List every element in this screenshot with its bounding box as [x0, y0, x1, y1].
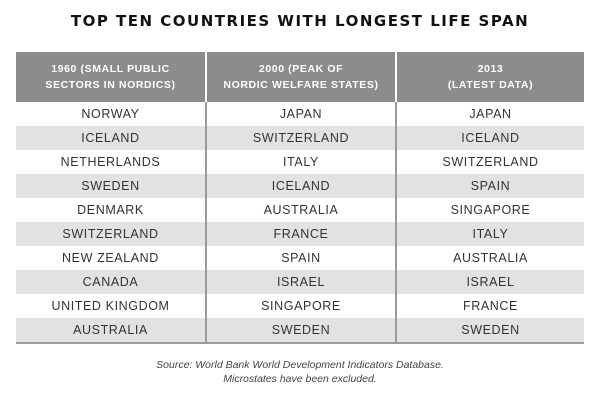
table-row: NETHERLANDS ITALY SWITZERLAND [16, 150, 584, 174]
table-cell: ICELAND [205, 174, 396, 198]
table-cell: ICELAND [16, 126, 206, 150]
column-header-2013-line2: (LATEST DATA) [447, 79, 534, 91]
column-header-2000-line1: 2000 (PEAK OF [258, 63, 344, 75]
table-cell: ITALY [205, 150, 396, 174]
table-row: AUSTRALIA SWEDEN SWEDEN [16, 318, 584, 344]
table-cell: AUSTRALIA [16, 318, 206, 344]
table-cell: CANADA [16, 270, 206, 294]
table-cell: AUSTRALIA [395, 246, 584, 270]
life-span-table: 1960 (SMALL PUBLIC SECTORS IN NORDICS) 2… [16, 52, 584, 344]
table-cell: ICELAND [395, 126, 584, 150]
table-row: UNITED KINGDOM SINGAPORE FRANCE [16, 294, 584, 318]
table-cell: SPAIN [395, 174, 584, 198]
table-cell: SWITZERLAND [16, 222, 206, 246]
source-line: Source: World Bank World Development Ind… [156, 359, 444, 371]
table-cell: FRANCE [205, 222, 396, 246]
table-cell: ITALY [395, 222, 584, 246]
table-row: SWEDEN ICELAND SPAIN [16, 174, 584, 198]
table-cell: UNITED KINGDOM [16, 294, 206, 318]
column-header-2000-line2: NORDIC WELFARE STATES) [223, 79, 379, 91]
table-cell: NORWAY [16, 102, 206, 126]
column-header-1960: 1960 (SMALL PUBLIC SECTORS IN NORDICS) [16, 52, 206, 102]
table-cell: JAPAN [205, 102, 396, 126]
table-cell: SWEDEN [16, 174, 206, 198]
table-cell: NEW ZEALAND [16, 246, 206, 270]
column-header-2013-line1: 2013 [477, 63, 504, 75]
table-row: NEW ZEALAND SPAIN AUSTRALIA [16, 246, 584, 270]
table-row: NORWAY JAPAN JAPAN [16, 102, 584, 126]
column-header-2000: 2000 (PEAK OF NORDIC WELFARE STATES) [205, 52, 396, 102]
page-title: TOP TEN COUNTRIES WITH LONGEST LIFE SPAN [70, 12, 530, 30]
table-cell: SINGAPORE [395, 198, 584, 222]
source-note: Source: World Bank World Development Ind… [0, 358, 600, 386]
table-cell: SWEDEN [205, 318, 396, 344]
column-header-1960-line1: 1960 (SMALL PUBLIC [51, 63, 170, 75]
table-row: DENMARK AUSTRALIA SINGAPORE [16, 198, 584, 222]
table-row: SWITZERLAND FRANCE ITALY [16, 222, 584, 246]
table-cell: ISRAEL [205, 270, 396, 294]
table-cell: DENMARK [16, 198, 206, 222]
table-cell: SINGAPORE [205, 294, 396, 318]
table-cell: ISRAEL [395, 270, 584, 294]
table-header-row: 1960 (SMALL PUBLIC SECTORS IN NORDICS) 2… [16, 52, 584, 102]
table-cell: SWITZERLAND [205, 126, 396, 150]
table-cell: AUSTRALIA [205, 198, 396, 222]
table-cell: SWITZERLAND [395, 150, 584, 174]
table-cell: JAPAN [395, 102, 584, 126]
column-header-1960-line2: SECTORS IN NORDICS) [45, 79, 176, 91]
table-cell: NETHERLANDS [16, 150, 206, 174]
table-row: CANADA ISRAEL ISRAEL [16, 270, 584, 294]
table-cell: FRANCE [395, 294, 584, 318]
table-cell: SPAIN [205, 246, 396, 270]
table-cell: SWEDEN [395, 318, 584, 344]
column-header-2013: 2013 (LATEST DATA) [395, 52, 584, 102]
table-row: ICELAND SWITZERLAND ICELAND [16, 126, 584, 150]
source-footnote: Microstates have been excluded. [223, 373, 377, 385]
